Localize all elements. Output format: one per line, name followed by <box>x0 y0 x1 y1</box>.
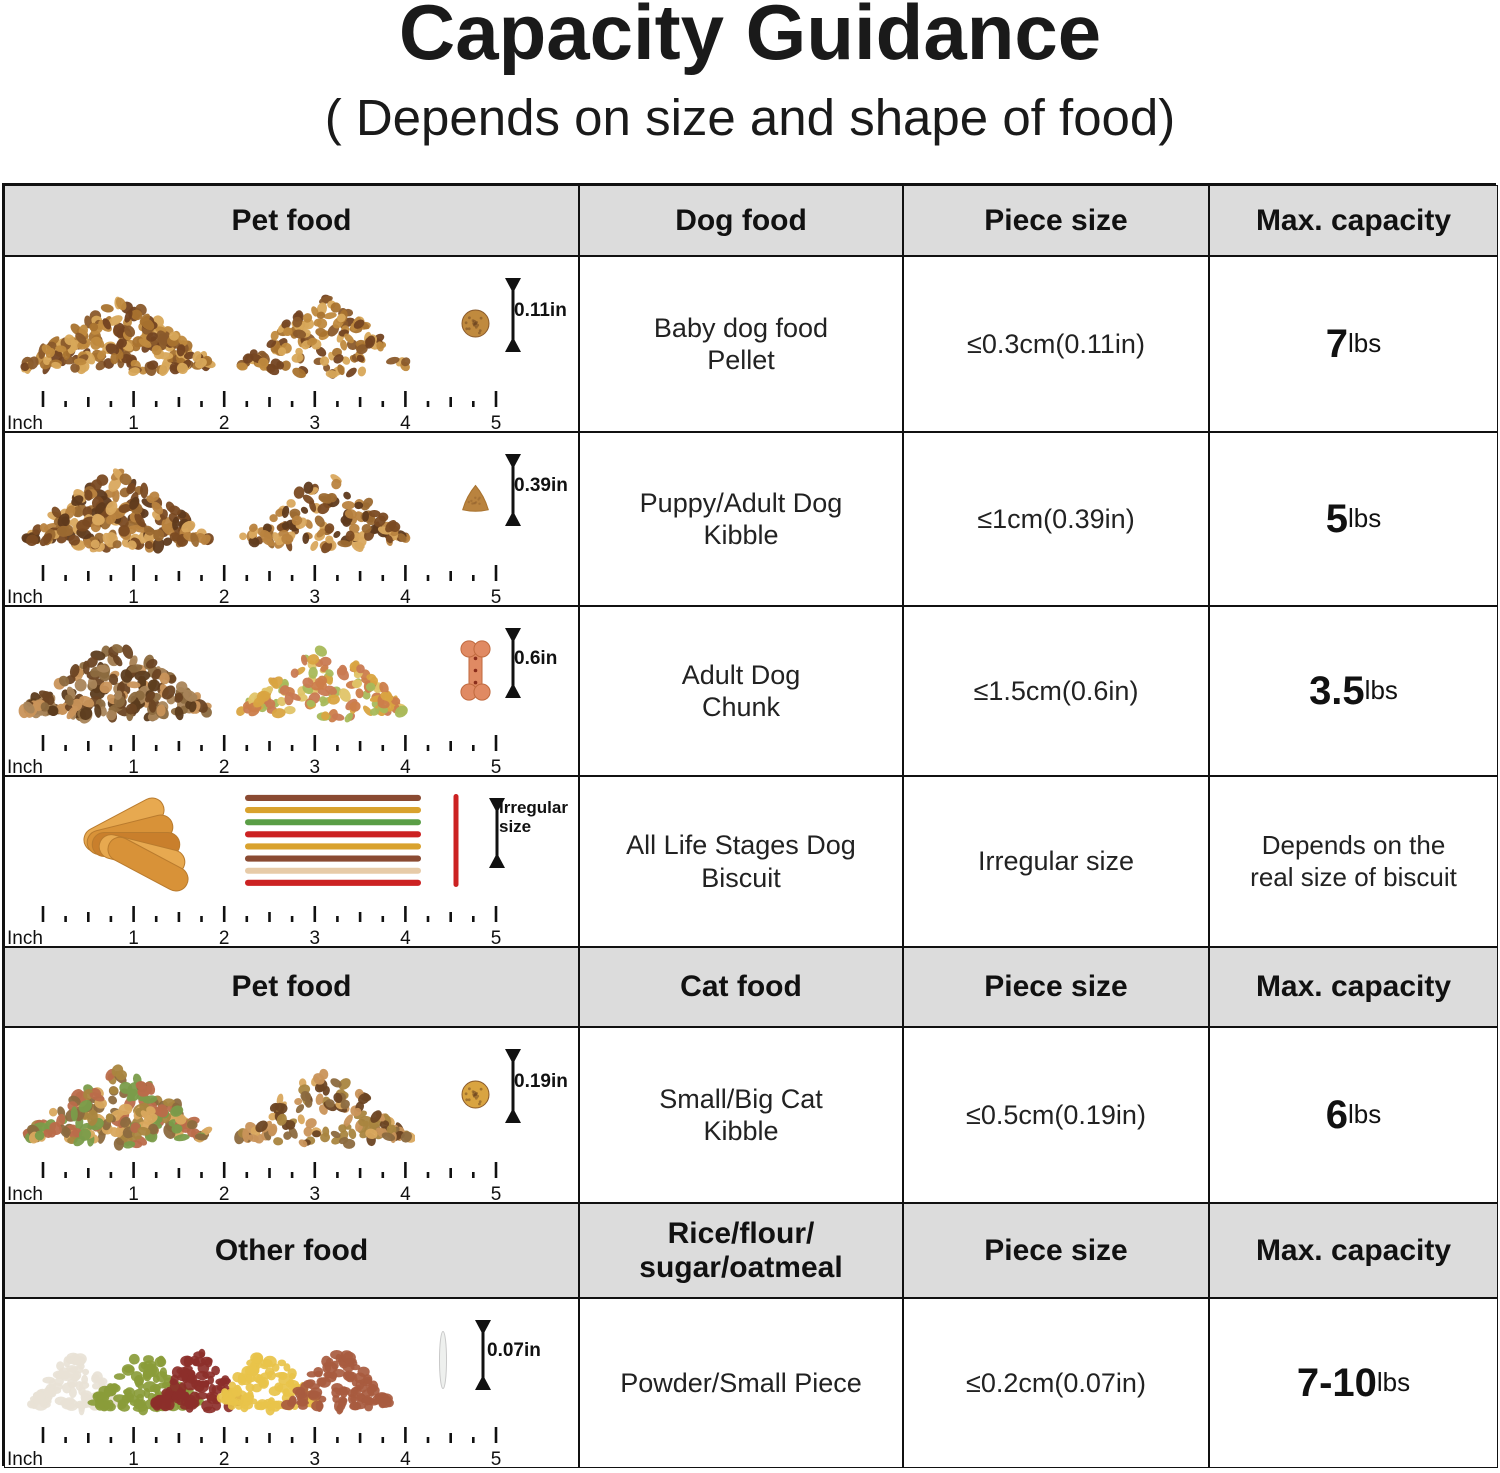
svg-text:2: 2 <box>219 587 230 603</box>
svg-text:5: 5 <box>491 1449 502 1465</box>
svg-text:2: 2 <box>219 757 230 773</box>
svg-text:2: 2 <box>219 1184 230 1200</box>
svg-text:4: 4 <box>400 1184 411 1200</box>
svg-text:5: 5 <box>491 413 502 429</box>
svg-text:4: 4 <box>400 587 411 603</box>
svg-text:3: 3 <box>310 1449 321 1465</box>
svg-text:4: 4 <box>400 413 411 429</box>
svg-text:5: 5 <box>491 757 502 773</box>
svg-text:3: 3 <box>310 587 321 603</box>
svg-text:4: 4 <box>400 757 411 773</box>
svg-text:Inch: Inch <box>7 928 43 944</box>
svg-text:5: 5 <box>491 587 502 603</box>
svg-text:5: 5 <box>491 928 502 944</box>
svg-text:4: 4 <box>400 1449 411 1465</box>
svg-text:2: 2 <box>219 928 230 944</box>
svg-text:4: 4 <box>400 928 411 944</box>
svg-text:Inch: Inch <box>7 413 43 429</box>
svg-text:1: 1 <box>128 1449 139 1465</box>
svg-text:1: 1 <box>128 757 139 773</box>
svg-text:1: 1 <box>128 587 139 603</box>
svg-text:5: 5 <box>491 1184 502 1200</box>
svg-text:Inch: Inch <box>7 757 43 773</box>
svg-text:1: 1 <box>128 413 139 429</box>
svg-text:3: 3 <box>310 1184 321 1200</box>
svg-text:2: 2 <box>219 413 230 429</box>
svg-text:2: 2 <box>219 1449 230 1465</box>
svg-text:1: 1 <box>128 928 139 944</box>
svg-text:3: 3 <box>310 757 321 773</box>
svg-text:3: 3 <box>310 413 321 429</box>
svg-text:Inch: Inch <box>7 1184 43 1200</box>
svg-text:Inch: Inch <box>7 1449 43 1465</box>
svg-text:1: 1 <box>128 1184 139 1200</box>
svg-text:Inch: Inch <box>7 587 43 603</box>
svg-text:3: 3 <box>310 928 321 944</box>
